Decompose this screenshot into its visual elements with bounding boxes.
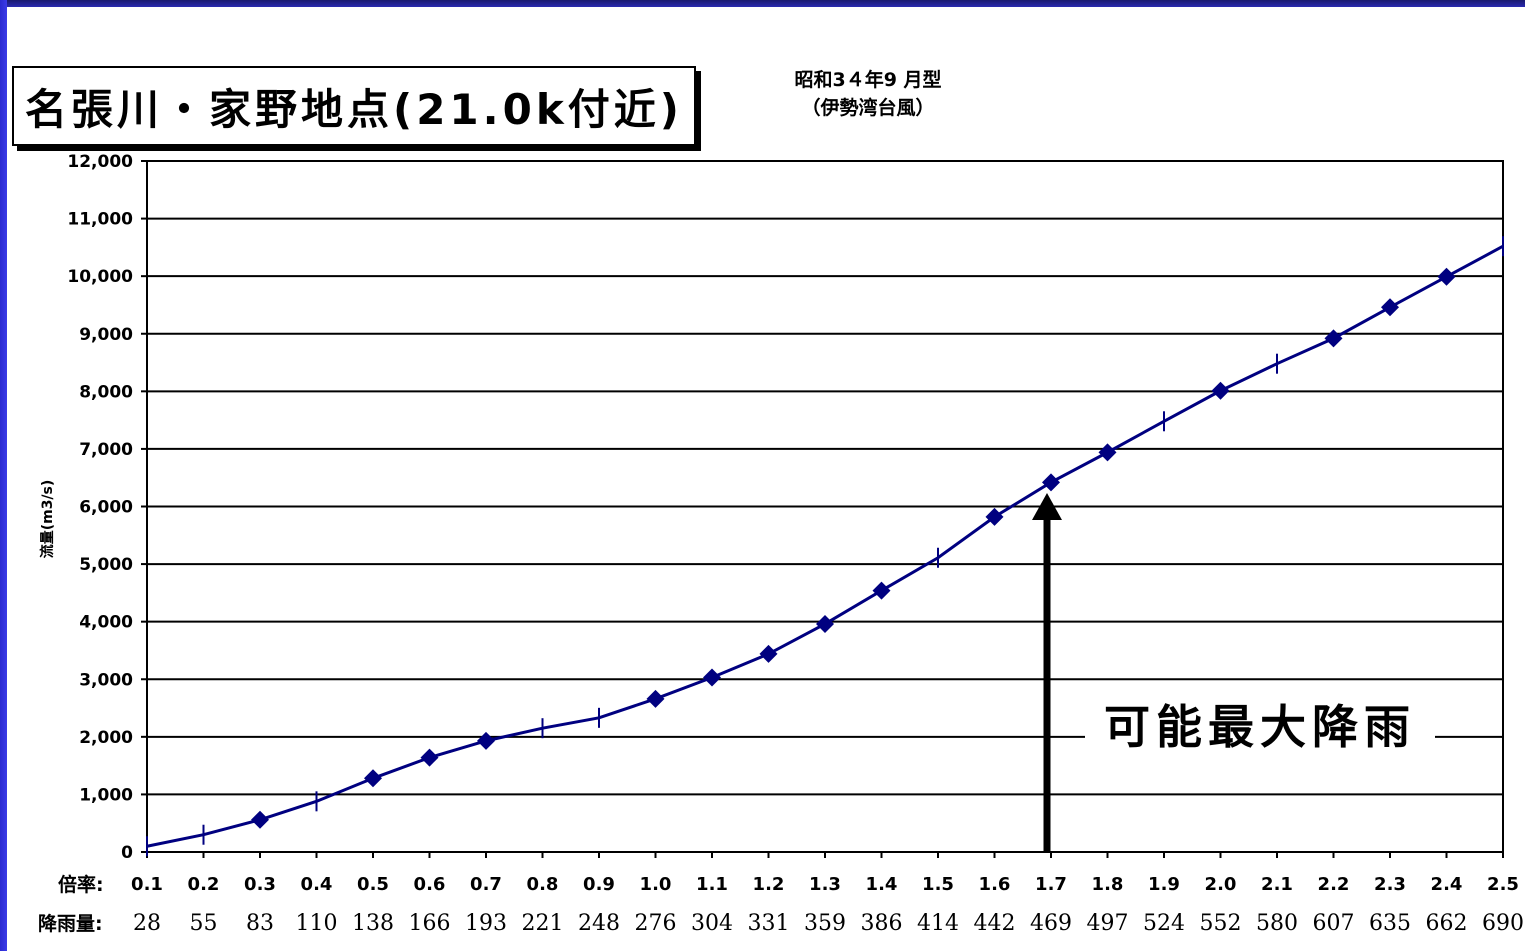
data-point-marker — [816, 614, 834, 633]
rainfall-label: 55 — [190, 911, 218, 936]
y-tick-label: 3,000 — [79, 670, 133, 690]
left-frame-bar — [0, 0, 7, 951]
rainfall-label: 248 — [578, 911, 620, 936]
rainfall-label: 469 — [1030, 911, 1072, 936]
data-point-marker — [1324, 329, 1343, 348]
data-point-marker — [1381, 298, 1399, 317]
x-tick-label: 2.1 — [1261, 874, 1293, 895]
rainfall-label: 331 — [748, 911, 790, 936]
rainfall-label: 221 — [522, 911, 564, 936]
y-axis-label: 流量(m3/s) — [40, 479, 56, 559]
x-tick-label: 2.5 — [1487, 874, 1519, 895]
data-point-marker — [364, 769, 382, 788]
rain-row-label: 降雨量: — [38, 913, 103, 935]
y-tick-label: 2,000 — [79, 728, 133, 748]
y-tick-label: 7,000 — [79, 440, 133, 460]
x-tick-label: 0.6 — [414, 874, 446, 895]
y-tick-label: 0 — [121, 843, 133, 863]
data-point-marker — [872, 581, 891, 600]
x-tick-label: 2.3 — [1374, 874, 1406, 895]
y-tick-label: 6,000 — [79, 498, 133, 518]
subtitle-line-2: （伊勢湾台風） — [801, 97, 935, 119]
rainfall-label: 359 — [804, 911, 846, 936]
x-row-label: 倍率: — [58, 874, 104, 896]
x-tick-label: 1.1 — [696, 874, 728, 895]
x-tick-label: 1.0 — [640, 874, 672, 895]
title-box: 名張川・家野地点(21.0k付近) — [12, 66, 696, 146]
top-frame-bar — [0, 0, 1525, 7]
x-tick-label: 0.5 — [357, 874, 389, 895]
y-tick-label: 1,000 — [79, 785, 133, 805]
rainfall-label: 552 — [1200, 911, 1242, 936]
x-tick-label: 0.2 — [188, 874, 220, 895]
y-tick-label: 9,000 — [79, 325, 133, 345]
x-tick-label: 2.0 — [1205, 874, 1237, 895]
rainfall-label: 110 — [296, 911, 338, 936]
rainfall-label: 83 — [246, 911, 274, 936]
x-tick-label: 1.8 — [1092, 874, 1124, 895]
rainfall-label: 442 — [974, 911, 1016, 936]
x-tick-label: 0.7 — [470, 874, 502, 895]
x-tick-label: 1.4 — [866, 874, 898, 895]
rainfall-label: 662 — [1426, 911, 1468, 936]
x-tick-label: 0.3 — [244, 874, 276, 895]
y-tick-label: 4,000 — [79, 613, 133, 633]
rainfall-label: 635 — [1369, 911, 1411, 936]
rainfall-label: 28 — [133, 911, 161, 936]
rainfall-label: 690 — [1482, 911, 1524, 936]
chart-title: 名張川・家野地点(21.0k付近) — [25, 84, 683, 134]
y-tick-label: 5,000 — [79, 555, 133, 575]
pmp-arrow-head — [1032, 493, 1062, 520]
rainfall-label: 276 — [635, 911, 677, 936]
rainfall-label: 166 — [409, 911, 451, 936]
data-point-marker — [985, 507, 1004, 526]
x-tick-label: 1.7 — [1035, 874, 1067, 895]
y-tick-label: 11,000 — [67, 210, 133, 230]
x-tick-label: 0.8 — [527, 874, 559, 895]
rainfall-label: 607 — [1313, 911, 1355, 936]
x-tick-label: 1.9 — [1148, 874, 1180, 895]
rainfall-label: 304 — [691, 911, 733, 936]
subtitle-line-1: 昭和3４年9 月型 — [794, 69, 942, 91]
pmp-annotation: 可能最大降雨 — [1085, 684, 1435, 764]
x-tick-label: 0.9 — [583, 874, 615, 895]
data-point-marker — [1042, 473, 1060, 492]
x-tick-label: 1.3 — [809, 874, 841, 895]
x-tick-label: 0.4 — [301, 874, 333, 895]
x-tick-label: 1.2 — [753, 874, 785, 895]
x-tick-label: 0.1 — [131, 874, 163, 895]
data-point-marker — [1437, 267, 1456, 286]
y-tick-label: 8,000 — [79, 382, 133, 402]
data-point-marker — [646, 689, 665, 708]
data-point-marker — [703, 668, 721, 687]
data-point-marker — [477, 731, 495, 750]
rainfall-label: 193 — [465, 911, 507, 936]
x-tick-label: 1.6 — [979, 874, 1011, 895]
data-point-marker — [1098, 443, 1117, 462]
data-point-marker — [759, 644, 778, 663]
y-tick-label: 10,000 — [67, 267, 133, 287]
data-point-marker — [1211, 381, 1230, 400]
rainfall-label: 414 — [917, 911, 959, 936]
x-tick-label: 2.4 — [1431, 874, 1463, 895]
rainfall-label: 580 — [1256, 911, 1298, 936]
data-point-marker — [420, 748, 439, 767]
y-tick-label: 12,000 — [67, 152, 133, 172]
rainfall-label: 524 — [1143, 911, 1185, 936]
rainfall-label: 386 — [861, 911, 903, 936]
x-tick-label: 1.5 — [922, 874, 954, 895]
chart-subtitle: 昭和3４年9 月型 （伊勢湾台風） — [768, 66, 968, 122]
rainfall-label: 138 — [352, 911, 394, 936]
rainfall-label: 497 — [1087, 911, 1129, 936]
x-tick-label: 2.2 — [1318, 874, 1350, 895]
data-point-marker — [251, 810, 269, 829]
